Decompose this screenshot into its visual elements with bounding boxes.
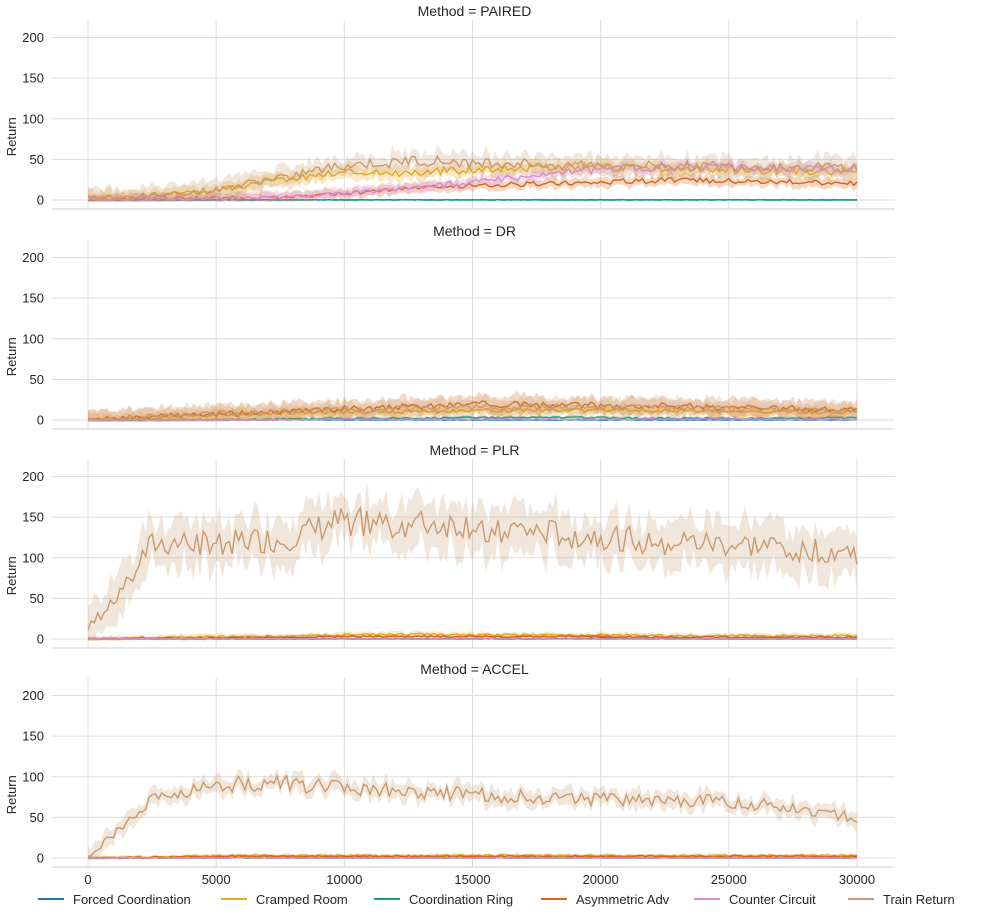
series-band [88,393,857,422]
legend-label: Forced Coordination [73,891,191,907]
legend-item: Train Return [848,889,955,909]
legend-label: Cramped Room [256,891,348,907]
series-line [87,854,858,859]
y-tick-label: 200 [22,688,44,703]
facet-panel: 0 50 100 150 200 Method = PLR Return [4,442,895,649]
facet-panel: 0 50 100 150 200 Method = DR Return [4,223,895,430]
legend-label: Counter Circuit [729,891,816,907]
chart-canvas: 0 50 100 150 200 Method = PAIRED Return 0 50 100 1… [4,3,895,887]
y-tick-label: 150 [22,71,44,86]
series-line [87,162,858,200]
legend-item: Forced Coordination [38,889,191,909]
facet-panel: 0 50 100 150 200 Method = ACCEL Return 0 5000 100… [4,661,895,887]
legend-swatch [541,898,567,900]
y-tick-label: 100 [22,550,44,565]
legend-swatch [374,898,400,900]
series-line [87,632,858,640]
panel-title: Method = DR [433,223,516,239]
panel-title: Method = PLR [430,442,520,458]
facet-panel: 0 50 100 150 200 Method = PAIRED Return [4,3,895,210]
x-tick-label: 20000 [583,872,619,885]
y-tick-label: 0 [37,851,44,866]
y-axis-label: Return [4,117,19,156]
y-tick-label: 150 [22,729,44,744]
y-tick-label: 100 [22,769,44,784]
y-axis-label: Return [4,775,19,814]
y-tick-label: 50 [30,152,44,167]
y-axis-label: Return [4,337,19,376]
y-tick-label: 150 [22,291,44,306]
y-tick-label: 0 [37,193,44,208]
legend-label: Coordination Ring [409,891,514,907]
y-tick-label: 200 [22,250,44,265]
series-band [88,852,857,860]
series-band [88,479,857,641]
series-band [88,144,857,202]
legend-swatch [221,898,247,900]
y-tick-label: 100 [22,331,44,346]
series-line [87,505,858,631]
x-tick-label: 15000 [454,872,490,885]
series-line [87,154,858,201]
chart-legend: Forced Coordination Cramped Room Coordinat… [0,889,997,909]
legend-item: Counter Circuit [694,889,816,909]
y-tick-label: 150 [22,510,44,525]
series-band [88,767,857,860]
x-tick-label: 5000 [202,872,231,885]
y-tick-label: 0 [37,413,44,428]
y-tick-label: 50 [30,810,44,825]
y-tick-label: 100 [22,111,44,126]
legend-label: Train Return [883,891,955,907]
legend-label: Asymmetric Adv [576,891,670,907]
x-tick-label: 10000 [326,872,362,885]
y-axis-label: Return [4,556,19,595]
legend-swatch [38,898,64,900]
panel-title: Method = ACCEL [420,661,529,677]
series-band [88,157,857,202]
panel-title: Method = PAIRED [418,3,532,19]
series-line [88,417,858,421]
y-tick-label: 200 [22,469,44,484]
series-line [87,773,858,858]
x-tick-label: 30000 [839,872,875,885]
legend-item: Asymmetric Adv [541,889,669,909]
series-line [87,403,858,421]
y-tick-label: 50 [30,591,44,606]
x-tick-label: 0 [84,872,91,885]
x-tick-label: 25000 [711,872,747,885]
y-tick-label: 0 [37,632,44,647]
legend-item: Coordination Ring [374,889,513,909]
legend-swatch [694,898,720,900]
y-tick-label: 50 [30,372,44,387]
legend-item: Cramped Room [221,889,348,909]
y-tick-label: 200 [22,30,44,45]
series-line [87,162,858,201]
legend-swatch [848,898,874,900]
